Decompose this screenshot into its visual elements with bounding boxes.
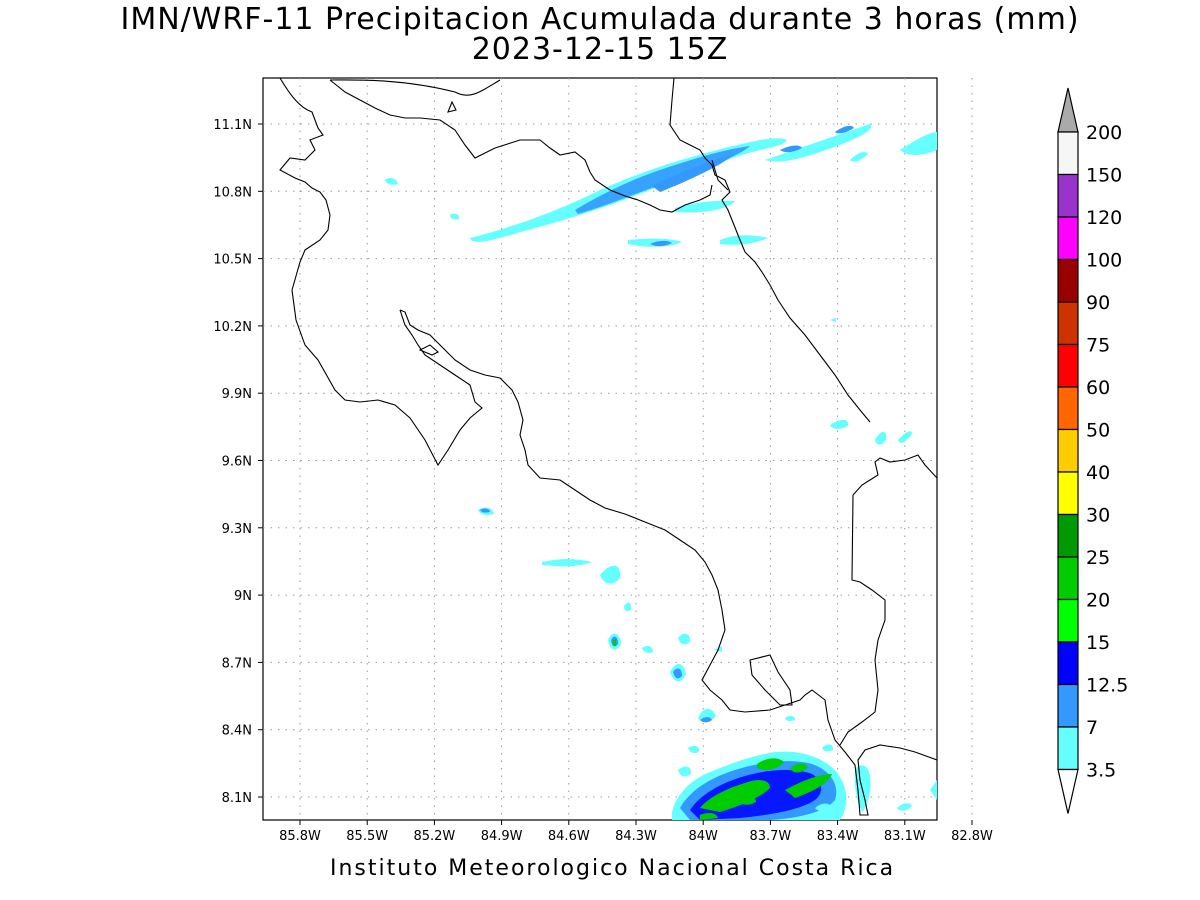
lon-tick-label: 85.8W [279,829,321,844]
lat-tick-label: 9.6N [222,455,252,470]
colorbar-label: 100 [1086,250,1122,272]
colorbar-label: 12.5 [1086,675,1128,697]
lon-tick-label: 83.7W [749,829,791,844]
graticule [258,78,973,825]
colorbar-swatch [1057,343,1079,388]
colorbar-swatch [1057,173,1079,218]
colorbar-swatch [1057,641,1079,686]
lat-tick-label: 9.9N [222,387,252,402]
lon-tick-label: 83.1W [884,829,926,844]
lat-tick-label: 8.1N [222,791,252,806]
colorbar-swatch [1057,556,1079,601]
colorbar-swatch [1057,471,1079,516]
colorbar-label: 15 [1086,632,1110,654]
map-title: IMN/WRF-11 Precipitacion Acumulada duran… [120,2,1080,37]
precipitation-field [385,124,937,820]
colorbar-swatch [1057,258,1079,303]
lon-tick-label: 85.2W [413,829,455,844]
lon-tick-label: 84.3W [615,829,657,844]
colorbar-bottom-arrow [1057,768,1079,814]
colorbar-swatch [1057,726,1079,771]
lon-tick-label: 84.6W [548,829,590,844]
colorbar-label: 90 [1086,292,1110,314]
lat-tick-label: 10.8N [213,185,252,200]
colorbar-label: 75 [1086,335,1110,357]
map-date: 2023-12-15 15Z [471,32,729,67]
colorbar-label: 120 [1086,207,1122,229]
colorbar-label: 200 [1086,122,1122,144]
lat-tick-label: 11.1N [213,118,252,133]
colorbar-swatch [1057,598,1079,643]
latitude-labels: 11.1N 10.8N 10.5N 10.2N 9.9N 9.6N 9.3N 9N 8.7N 8.… [213,118,252,806]
lat-tick-label: 9.3N [222,522,252,537]
coastlines [279,78,937,816]
colorbar-label: 3.5 [1086,760,1116,782]
colorbar-swatch [1057,513,1079,558]
colorbar-swatch [1057,386,1079,431]
colorbar-label: 60 [1086,377,1110,399]
colorbar-label: 7 [1086,717,1098,739]
colorbar-swatch [1057,301,1079,346]
footer-credit: Instituto Meteorologico Nacional Costa R… [330,856,896,881]
lon-tick-label: 83.4W [817,829,859,844]
lat-tick-label: 10.2N [213,320,252,335]
colorbar-swatch [1057,216,1079,261]
colorbar-legend: 200 150 120 100 90 75 60 50 40 30 25 20 15 12.5 7 3.5 [1057,87,1128,814]
colorbar-swatch [1057,428,1079,473]
colorbar-label: 150 [1086,165,1122,187]
lon-tick-label: 84W [688,829,718,844]
longitude-labels: 85.8W 85.5W 85.2W 84.9W 84.6W 84.3W 84W 83.7W 83… [279,829,993,844]
colorbar-label: 25 [1086,547,1110,569]
lat-tick-label: 9N [234,589,252,604]
colorbar-swatch [1057,131,1079,176]
lon-tick-label: 82.8W [951,829,993,844]
colorbar-label: 50 [1086,420,1110,442]
colorbar-swatch [1057,683,1079,728]
lon-tick-label: 84.9W [481,829,523,844]
colorbar-label: 40 [1086,462,1110,484]
colorbar-top-arrow [1057,87,1079,133]
lat-tick-label: 8.7N [222,656,252,671]
lat-tick-label: 8.4N [222,724,252,739]
colorbar-label: 20 [1086,590,1110,612]
map-frame [262,77,938,821]
lat-tick-label: 10.5N [213,253,252,268]
colorbar-label: 30 [1086,505,1110,527]
lon-tick-label: 85.5W [346,829,388,844]
